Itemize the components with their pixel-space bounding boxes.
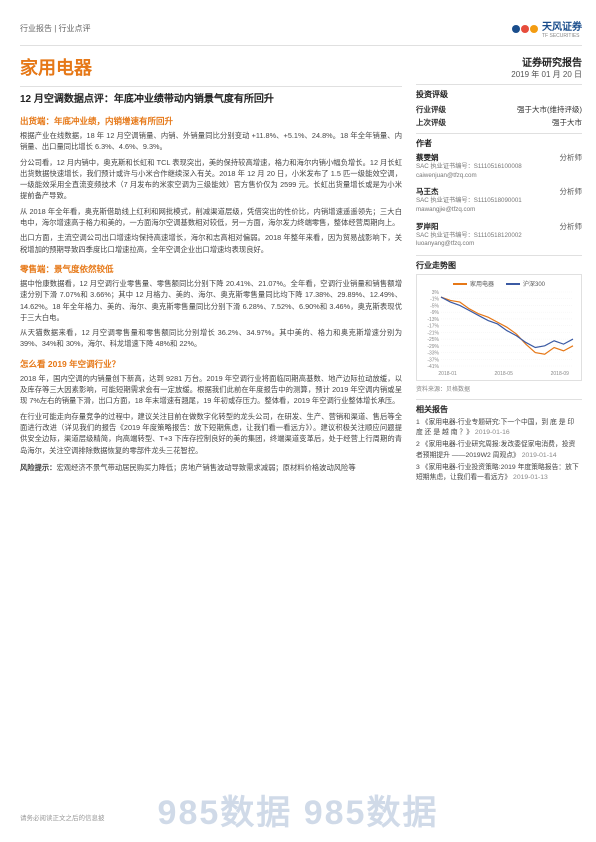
svg-text:2018-05: 2018-05 bbox=[495, 371, 514, 376]
paragraph: 从 2018 年全年看，奥克斯借助线上红利和网批模式，削减渠道层级，凭借突出的性… bbox=[20, 206, 402, 229]
author-name: 马王杰 bbox=[416, 186, 439, 197]
related-item[interactable]: 2 《家用电器-行业研究周报:发改委促家电消费，投资者预期提升 ——2019W2… bbox=[416, 440, 582, 460]
chart-source: 资料来源：贝格数据 bbox=[416, 384, 582, 393]
author-email: caiwenjuan@tfzq.com bbox=[416, 172, 582, 181]
author-role: 分析师 bbox=[560, 152, 583, 163]
author-sac: SAC 执业证书编号：S1110518090001 bbox=[416, 197, 582, 206]
svg-text:3%: 3% bbox=[432, 290, 440, 296]
risk-heading: 风险提示： bbox=[20, 463, 56, 472]
paragraph: 在行业可能走向存量竞争的过程中，建议关注目前在做数字化转型的龙头公司，在研发、生… bbox=[20, 411, 402, 456]
section-body: 2018 年，国内空调的内销量创下新高，达到 9281 万台。2019 年空调行… bbox=[20, 373, 402, 456]
paragraph: 出口方面，主流空调公司出口增速均保持高速增长，海尔和志高相对偏弱。2018 年整… bbox=[20, 232, 402, 255]
svg-text:-17%: -17% bbox=[427, 324, 439, 330]
related-item[interactable]: 1 《家用电器-行业专题研究:下一个中国，到 底 是 印 度 还 是 越 南 ？… bbox=[416, 418, 582, 438]
rating-label: 上次评级 bbox=[416, 117, 446, 128]
watermark: 985数据 985数据 bbox=[0, 785, 596, 834]
author-role: 分析师 bbox=[560, 186, 583, 197]
sidebar: 证券研究报告 2019 年 01 月 20 日 投资评级 行业评级 强于大市(维… bbox=[416, 54, 582, 485]
svg-text:-41%: -41% bbox=[427, 364, 439, 370]
rating-panel-title: 投资评级 bbox=[416, 89, 582, 100]
trend-chart: 家用电器 沪深300 3%-1%-5%-9%-13%-17%-21%-25%-2… bbox=[416, 274, 582, 381]
legend-label: 沪深300 bbox=[523, 279, 545, 288]
logo-text: 天风证券 bbox=[542, 18, 582, 33]
legend-item: 沪深300 bbox=[506, 279, 545, 288]
logo-icon bbox=[512, 25, 538, 33]
legend-label: 家用电器 bbox=[470, 279, 494, 288]
related-date: 2019-01-13 bbox=[513, 474, 548, 481]
svg-text:2018-09: 2018-09 bbox=[551, 371, 570, 376]
related-date: 2019-01-16 bbox=[475, 429, 510, 436]
svg-text:-25%: -25% bbox=[427, 337, 439, 343]
author-email: luoanyang@tfzq.com bbox=[416, 240, 582, 249]
report-date: 2019 年 01 月 20 日 bbox=[416, 69, 582, 85]
author-name: 罗岸阳 bbox=[416, 221, 439, 232]
paragraph: 分公司看，12 月内销中，奥克斯和长虹和 TCL 表现突出，美的保持较高增速，格… bbox=[20, 157, 402, 202]
chart-svg: 3%-1%-5%-9%-13%-17%-21%-25%-29%-33%-37%-… bbox=[421, 290, 575, 376]
related-item[interactable]: 3 《家用电器-行业投资策略:2019 年度策略报告：放下短期焦虑，让我们看一看… bbox=[416, 463, 582, 483]
paragraph: 据中怡康数据看，12 月空调行业零售量、零售额同比分别下降 20.41%、21.… bbox=[20, 278, 402, 323]
svg-text:-5%: -5% bbox=[430, 303, 439, 309]
svg-text:-9%: -9% bbox=[430, 310, 439, 316]
page-title: 家用电器 bbox=[20, 54, 402, 80]
svg-text:-29%: -29% bbox=[427, 344, 439, 350]
paragraph: 从天猫数据来看，12 月空调零售量和零售额同比分别增长 36.2%、34.97%… bbox=[20, 327, 402, 350]
related-panel-title: 相关报告 bbox=[416, 404, 582, 415]
svg-text:-37%: -37% bbox=[427, 357, 439, 363]
page-subtitle: 12 月空调数据点评：年底冲业绩带动内销景气度有所回升 bbox=[20, 93, 402, 107]
svg-text:-33%: -33% bbox=[427, 351, 439, 357]
author-block: 马王杰 分析师 SAC 执业证书编号：S1110518090001 mawang… bbox=[416, 186, 582, 214]
svg-text:-13%: -13% bbox=[427, 317, 439, 323]
author-name: 蔡雯娟 bbox=[416, 152, 439, 163]
svg-text:-21%: -21% bbox=[427, 330, 439, 336]
paragraph: 2018 年，国内空调的内销量创下新高，达到 9281 万台。2019 年空调行… bbox=[20, 373, 402, 407]
doc-type-label: 行业报告 | 行业点评 bbox=[20, 23, 91, 34]
related-text: 3 《家用电器-行业投资策略:2019 年度策略报告：放下短期焦虑，让我们看一看… bbox=[416, 464, 579, 481]
rating-label: 行业评级 bbox=[416, 104, 446, 115]
author-sac: SAC 执业证书编号：S1110516100008 bbox=[416, 163, 582, 172]
rating-row: 行业评级 强于大市(维持评级) bbox=[416, 103, 582, 116]
top-bar: 行业报告 | 行业点评 天风证券 TF SECURITIES bbox=[20, 18, 582, 46]
section-body: 根据产业在线数据，18 年 12 月空调销量、内销、外销量同比分别变动 +11.… bbox=[20, 130, 402, 255]
author-email: mawangjie@tfzq.com bbox=[416, 206, 582, 215]
rating-value: 强于大市(维持评级) bbox=[517, 104, 582, 115]
rating-row: 上次评级 强于大市 bbox=[416, 116, 582, 129]
report-type-label: 证券研究报告 bbox=[416, 54, 582, 69]
section-heading: 零售端：景气度依然较低 bbox=[20, 263, 402, 275]
chart-area: 3%-1%-5%-9%-13%-17%-21%-25%-29%-33%-37%-… bbox=[421, 290, 577, 376]
legend-item: 家用电器 bbox=[453, 279, 494, 288]
related-date: 2019-01-14 bbox=[522, 452, 557, 459]
company-logo: 天风证券 TF SECURITIES bbox=[512, 18, 582, 39]
related-reports-list: 1 《家用电器-行业专题研究:下一个中国，到 底 是 印 度 还 是 越 南 ？… bbox=[416, 418, 582, 483]
author-block: 罗岸阳 分析师 SAC 执业证书编号：S1110518120002 luoany… bbox=[416, 221, 582, 249]
authors-panel-title: 作者 bbox=[416, 138, 582, 149]
svg-text:-1%: -1% bbox=[430, 297, 439, 303]
author-sac: SAC 执业证书编号：S1110518120002 bbox=[416, 232, 582, 241]
section-heading: 怎么看 2019 年空调行业？ bbox=[20, 358, 402, 370]
legend-swatch bbox=[506, 283, 520, 285]
paragraph: 根据产业在线数据，18 年 12 月空调销量、内销、外销量同比分别变动 +11.… bbox=[20, 130, 402, 153]
legend-swatch bbox=[453, 283, 467, 285]
chart-legend: 家用电器 沪深300 bbox=[421, 279, 577, 288]
svg-text:2018-01: 2018-01 bbox=[438, 371, 457, 376]
risk-text: 宏观经济不景气带动居民购买力降低；房地产销售波动导致需求减弱；原材料价格波动风险… bbox=[56, 463, 355, 472]
logo-subtext: TF SECURITIES bbox=[542, 33, 582, 39]
main-content: 家用电器 12 月空调数据点评：年底冲业绩带动内销景气度有所回升 出货端：年底冲… bbox=[20, 54, 402, 485]
chart-panel-title: 行业走势图 bbox=[416, 260, 582, 271]
author-block: 蔡雯娟 分析师 SAC 执业证书编号：S1110516100008 caiwen… bbox=[416, 152, 582, 180]
author-role: 分析师 bbox=[560, 221, 583, 232]
rating-value: 强于大市 bbox=[552, 117, 582, 128]
section-body: 据中怡康数据看，12 月空调行业零售量、零售额同比分别下降 20.41%、21.… bbox=[20, 278, 402, 350]
section-heading: 出货端：年底冲业绩，内销增速有所回升 bbox=[20, 115, 402, 127]
risk-section: 风险提示：宏观经济不景气带动居民购买力降低；房地产销售波动导致需求减弱；原材料价… bbox=[20, 462, 402, 473]
